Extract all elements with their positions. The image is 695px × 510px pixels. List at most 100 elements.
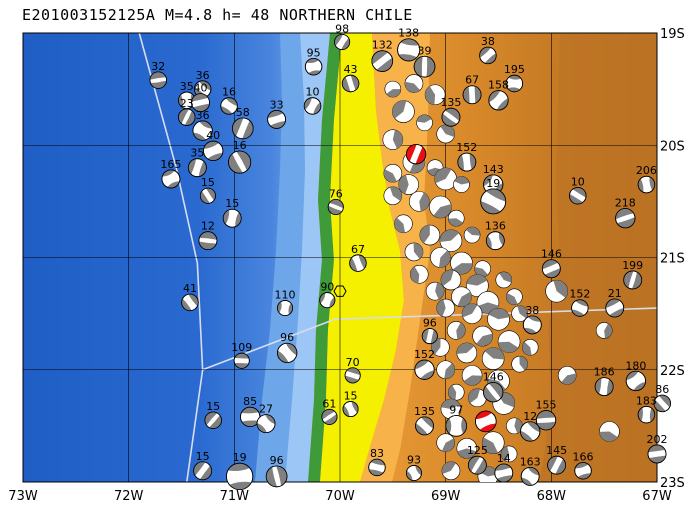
beachball <box>547 455 567 475</box>
beachball-label: 155 <box>536 399 557 412</box>
beachball-label: 152 <box>414 348 435 361</box>
background-beachball <box>595 322 613 339</box>
background-beachball <box>384 80 402 98</box>
background-beachball <box>436 360 455 380</box>
background-beachball <box>392 100 415 123</box>
beachball <box>203 140 224 161</box>
background-beachball <box>461 303 483 324</box>
beachball <box>653 394 671 413</box>
beachball <box>222 208 242 228</box>
beachball <box>344 367 361 384</box>
lat-tick-label: 23S <box>660 476 685 491</box>
background-beachball <box>439 229 463 252</box>
background-beachball <box>441 461 461 481</box>
background-beachball <box>456 342 478 364</box>
beachball-label: 38 <box>525 304 539 317</box>
trench-lines <box>138 33 657 482</box>
background-beachball <box>404 242 424 262</box>
beachball-label: 16 <box>233 139 247 152</box>
beachball <box>594 377 614 396</box>
background-beachball <box>394 214 413 234</box>
beachball-label: 19 <box>486 177 500 190</box>
background-beachball <box>416 114 433 132</box>
beachball <box>637 405 656 424</box>
beachball <box>483 382 504 403</box>
beachball <box>415 416 434 436</box>
beachball-label: 132 <box>372 39 393 52</box>
beachball <box>228 150 252 174</box>
beachball-label: 10 <box>306 86 320 99</box>
beachball <box>181 293 199 312</box>
beachball-label: 158 <box>488 79 509 92</box>
beachball <box>414 359 435 380</box>
beachball <box>467 455 487 475</box>
axis-tick-labels: 73W 72W 71W 70W 69W 68W 67W 19S 20S 21S 22S 23S <box>8 27 685 504</box>
beachball <box>505 74 524 93</box>
background-beachball <box>447 209 465 227</box>
beachball-label: 21 <box>608 287 622 300</box>
beachball-label: 146 <box>541 248 562 261</box>
beachball <box>441 107 461 127</box>
beachball-label: 36 <box>196 109 210 122</box>
lat-tick-label: 19S <box>660 27 685 42</box>
beachball-label: 39 <box>418 44 432 57</box>
beachball <box>574 462 592 480</box>
beachball-label: 32 <box>151 60 165 73</box>
beachball-label: 15 <box>206 400 220 413</box>
beachball <box>319 292 336 309</box>
beachball-label: 195 <box>504 63 525 76</box>
background-beachball <box>456 438 478 459</box>
background-beachball <box>436 298 455 318</box>
beachball-label: 125 <box>467 444 488 457</box>
beachball-label: 135 <box>440 96 461 109</box>
beachball <box>637 175 656 194</box>
beachball <box>421 328 438 345</box>
beachball <box>334 33 351 50</box>
beachball-label: 43 <box>344 63 358 76</box>
background-beachball <box>599 421 620 442</box>
beachball-label: 86 <box>655 383 669 396</box>
beachball <box>413 55 436 78</box>
background-beachball <box>487 307 510 331</box>
background-beachball <box>481 431 505 455</box>
beachball-label: 110 <box>275 288 296 301</box>
beachball-label: 93 <box>407 453 421 466</box>
beachball <box>161 169 181 189</box>
beachball-label: 138 <box>398 27 419 40</box>
background-beachball <box>511 355 528 373</box>
beachball-label: 202 <box>647 433 668 446</box>
beachball-label: 10 <box>571 175 585 188</box>
beachball-label: 15 <box>196 450 210 463</box>
beachball-label: 96 <box>423 316 437 329</box>
beachball-label: 97 <box>449 403 463 416</box>
background-beachball <box>440 269 462 291</box>
beachball-label: 163 <box>520 455 541 468</box>
background-beachball <box>463 226 481 244</box>
beachball <box>256 414 276 434</box>
beachball-label: 41 <box>183 282 197 295</box>
background-beachball <box>409 265 429 284</box>
background-beachball <box>436 433 455 453</box>
beachball <box>277 300 294 317</box>
beachball <box>541 259 561 279</box>
beachball <box>494 463 514 483</box>
beachball-label: 15 <box>201 176 215 189</box>
background-beachball <box>419 224 441 246</box>
lat-tick-label: 20S <box>660 139 685 154</box>
beachball <box>623 270 643 290</box>
beachball-label: 70 <box>346 356 360 369</box>
background-beachball <box>429 195 452 219</box>
lon-tick-label: 68W <box>537 489 567 504</box>
beachball-label: 16 <box>222 86 236 99</box>
beachball <box>480 188 507 215</box>
background-beachball <box>472 325 493 347</box>
beachball-label: 166 <box>573 450 594 463</box>
beachball-label: 152 <box>569 288 590 301</box>
beachball-label: 180 <box>625 359 646 372</box>
beachball <box>457 152 477 172</box>
lat-tick-label: 22S <box>660 364 685 379</box>
beachball-label: 206 <box>636 164 657 177</box>
beachball <box>191 93 210 112</box>
event-beachball-highlighted <box>475 410 497 433</box>
background-beachball <box>425 281 445 301</box>
